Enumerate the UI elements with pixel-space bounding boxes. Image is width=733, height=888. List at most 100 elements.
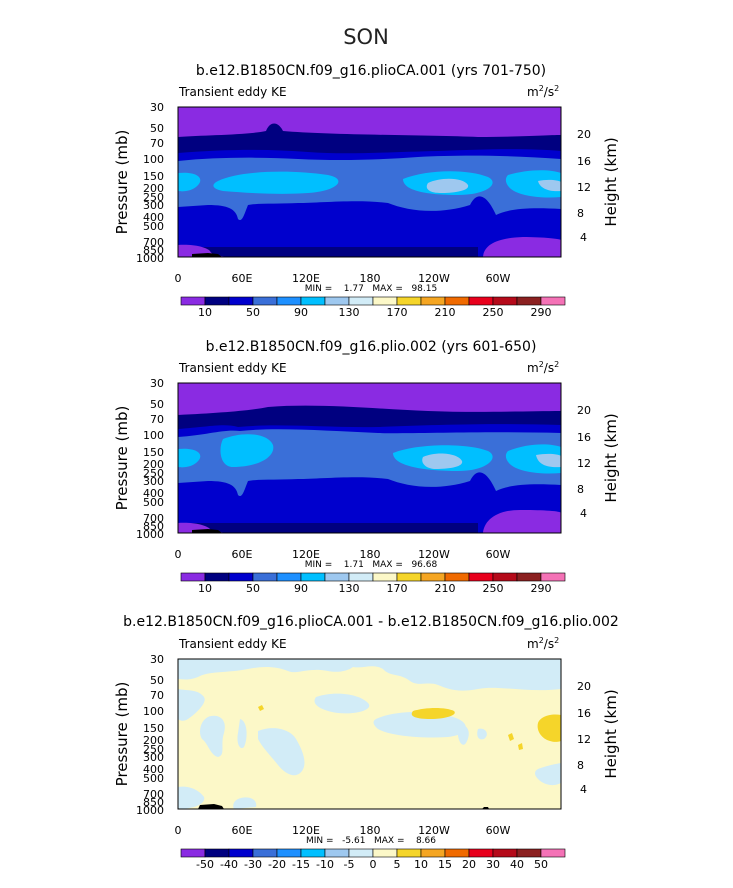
svg-text:Pressure (mb): Pressure (mb) — [113, 682, 131, 787]
colorbar-swatch — [348, 572, 374, 582]
colorbar-swatch — [228, 572, 254, 582]
svg-text:m2/s2: m2/s2 — [527, 636, 559, 651]
pressure-tick: 850 — [143, 796, 164, 809]
svg-text:Height (km): Height (km) — [602, 137, 620, 226]
field-layer — [426, 178, 561, 193]
lon-tick: 60E — [232, 548, 253, 561]
lon-tick: 0 — [175, 824, 182, 837]
colorbar-swatch — [468, 296, 494, 306]
y-label-right: Height (km) — [602, 137, 620, 226]
colorbar-swatch — [204, 296, 230, 306]
colorbar-label: 15 — [438, 858, 452, 871]
panel-2: b.e12.B1850CN.f09_g16.plio.002 (yrs 601-… — [113, 339, 620, 595]
colorbar-swatch — [492, 848, 518, 858]
lon-tick: 0 — [175, 272, 182, 285]
svg-text:Height (km): Height (km) — [602, 689, 620, 778]
min-max-stats: MIN = 1.77 MAX = 98.15 — [305, 284, 437, 294]
colorbar-label: 210 — [435, 582, 456, 595]
svg-text:Height (km): Height (km) — [602, 413, 620, 502]
colorbar-swatch — [252, 848, 278, 858]
colorbar-label: 170 — [387, 306, 408, 319]
field-layer — [178, 659, 561, 691]
field-layer — [535, 763, 561, 786]
colorbar-swatch — [180, 296, 206, 306]
pressure-tick: 700 — [143, 788, 164, 801]
colorbar-label: 210 — [435, 306, 456, 319]
lon-tick: 120E — [292, 272, 320, 285]
lon-tick: 0 — [175, 548, 182, 561]
pressure-tick: 1000 — [136, 252, 164, 265]
left-note: Transient eddy KE — [178, 637, 287, 651]
colorbar-labels: 10 50 90 130 170 210 250 290 — [198, 582, 552, 595]
plot-area — [177, 658, 562, 810]
svg-text:m2/s2: m2/s2 — [527, 84, 559, 99]
panel-3: b.e12.B1850CN.f09_g16.plioCA.001 - b.e12… — [113, 614, 620, 871]
field-layer — [258, 728, 305, 776]
height-ticks: 20 16 12 8 4 — [577, 404, 591, 520]
pressure-tick: 200 — [143, 182, 164, 195]
colorbar-label: -30 — [244, 858, 262, 871]
pressure-tick: 50 — [150, 674, 164, 687]
height-tick: 8 — [577, 483, 584, 496]
colorbar-swatch — [516, 572, 542, 582]
height-tick: 12 — [577, 733, 591, 746]
pressure-tick: 400 — [143, 487, 164, 500]
left-note: Transient eddy KE — [178, 361, 287, 375]
height-tick: 16 — [577, 155, 591, 168]
colorbar-swatch — [228, 848, 254, 858]
y-label-left: Pressure (mb) — [113, 130, 131, 235]
lon-tick: 180 — [360, 272, 381, 285]
colorbar-swatch — [444, 848, 470, 858]
field-layer — [200, 715, 225, 757]
colorbar-label: 90 — [294, 582, 308, 595]
pressure-tick: 1000 — [136, 804, 164, 817]
pressure-tick: 700 — [143, 512, 164, 525]
colorbar-label: 0 — [370, 858, 377, 871]
colorbar-label: -20 — [268, 858, 286, 871]
height-tick: 12 — [577, 457, 591, 470]
pressure-tick: 200 — [143, 734, 164, 747]
panel-title: b.e12.B1850CN.f09_g16.plio.002 (yrs 601-… — [206, 339, 537, 355]
colorbar-swatch — [204, 848, 230, 858]
colorbar-swatch — [228, 296, 254, 306]
colorbar-label: 130 — [339, 582, 360, 595]
pressure-ticks: 30 50 70 100 150 200 250 300 400 500 700… — [136, 377, 164, 541]
min-max-stats: MIN = 1.71 MAX = 96.68 — [305, 560, 438, 570]
colorbar-label: -5 — [344, 858, 355, 871]
height-tick: 16 — [577, 431, 591, 444]
colorbar-swatch — [468, 848, 494, 858]
colorbar-swatch — [420, 572, 446, 582]
lon-tick: 120W — [418, 548, 450, 561]
panel-1: b.e12.B1850CN.f09_g16.plioCA.001 (yrs 70… — [113, 63, 620, 319]
svg-text:Pressure (mb): Pressure (mb) — [113, 130, 131, 235]
pressure-tick: 50 — [150, 122, 164, 135]
pressure-tick: 700 — [143, 236, 164, 249]
pressure-tick: 500 — [143, 496, 164, 509]
colorbar: 10 50 90 130 170 210 250 290 — [180, 296, 566, 319]
pressure-tick: 300 — [143, 475, 164, 488]
colorbar-swatch — [516, 848, 542, 858]
colorbar-swatch — [516, 296, 542, 306]
pressure-tick: 500 — [143, 772, 164, 785]
min-max-stats: MIN = -5.61 MAX = 8.66 — [306, 836, 436, 846]
left-note: Transient eddy KE — [178, 85, 287, 99]
colorbar-swatch — [324, 296, 350, 306]
colorbar-swatch — [372, 848, 398, 858]
height-ticks: 20 16 12 8 4 — [577, 680, 591, 796]
colorbar-swatch — [372, 572, 398, 582]
colorbar-swatch — [492, 572, 518, 582]
colorbar-label: 30 — [486, 858, 500, 871]
pressure-tick: 250 — [143, 467, 164, 480]
lon-tick: 60W — [486, 824, 511, 837]
svg-text:Pressure (mb): Pressure (mb) — [113, 406, 131, 511]
colorbar-label: 290 — [531, 582, 552, 595]
colorbar-swatch — [300, 296, 326, 306]
pressure-tick: 400 — [143, 211, 164, 224]
colorbar-label: 130 — [339, 306, 360, 319]
pressure-tick: 100 — [143, 705, 164, 718]
pressure-ticks: 30 50 70 100 150 200 250 300 400 500 700… — [136, 653, 164, 817]
colorbar-label: 5 — [394, 858, 401, 871]
lon-ticks: 0 60E 120E 180 120W 60W — [175, 272, 511, 285]
pressure-tick: 300 — [143, 751, 164, 764]
colorbar-swatch — [540, 848, 566, 858]
